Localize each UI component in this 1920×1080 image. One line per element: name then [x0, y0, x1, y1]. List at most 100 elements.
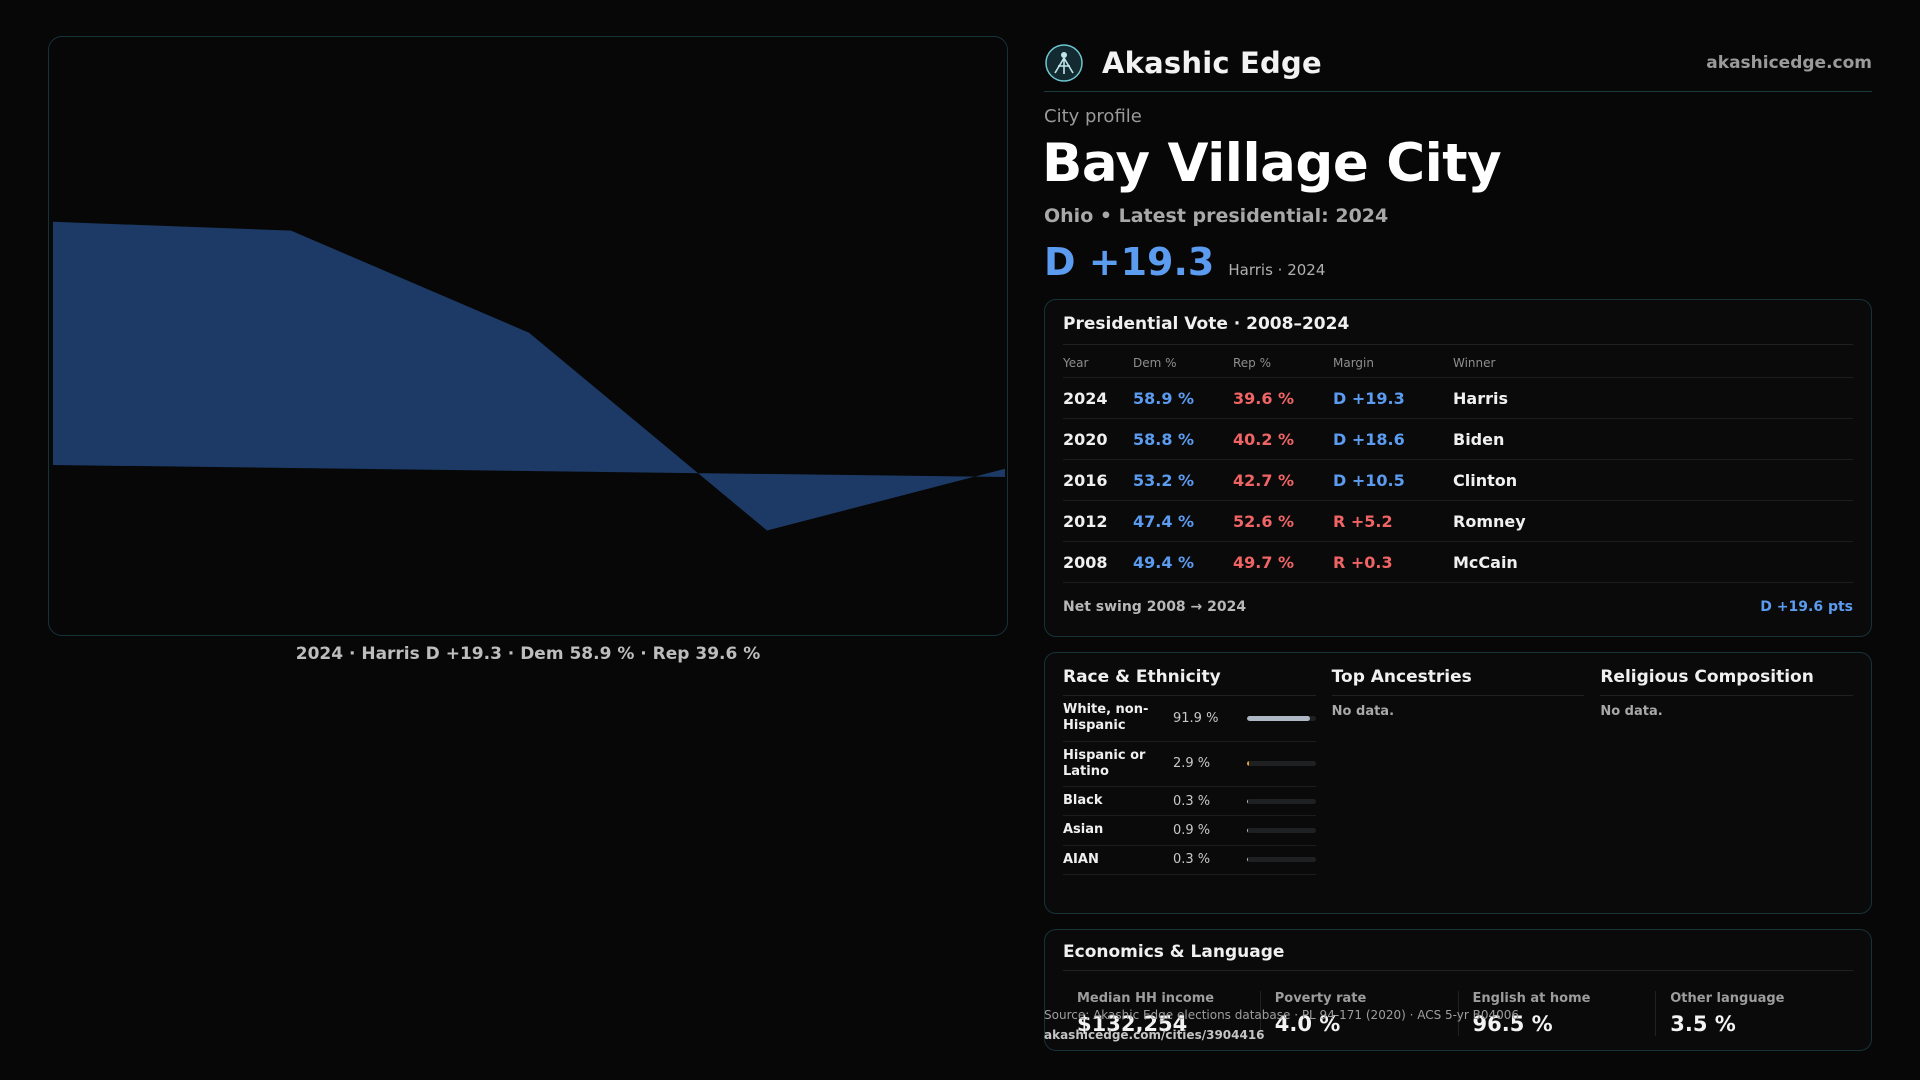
row-winner: McCain	[1453, 541, 1853, 583]
demographics-card: Race & Ethnicity White, non-Hispanic 91.…	[1044, 652, 1872, 914]
race-title: Race & Ethnicity	[1063, 667, 1316, 696]
econ-label: Other language	[1670, 991, 1785, 1006]
footer-url-link[interactable]: akashicedge.com/cities/3904416	[1044, 1027, 1265, 1042]
margin-area-chart	[48, 36, 1008, 636]
table-row: 2008 49.4 % 49.7 % R +0.3 McCain	[1063, 541, 1853, 583]
row-winner: Harris	[1453, 377, 1853, 419]
race-row: Asian 0.9 %	[1063, 816, 1316, 846]
akashic-logo-icon	[1045, 43, 1083, 82]
col-year: Year	[1063, 349, 1133, 378]
row-dem: 53.2 %	[1133, 459, 1233, 501]
ancestries-title: Top Ancestries	[1331, 667, 1585, 696]
col-winner: Winner	[1453, 349, 1853, 378]
row-rep: 52.6 %	[1233, 500, 1333, 542]
race-row: AIAN 0.3 %	[1063, 846, 1316, 875]
brand-header: Akashic Edge akashicedge.com	[1044, 34, 1872, 92]
footer: Source: Akashic Edge elections database …	[1044, 1006, 1519, 1046]
race-bar-track	[1247, 715, 1316, 721]
row-margin: D +19.3	[1333, 377, 1453, 419]
race-row: White, non-Hispanic 91.9 %	[1063, 696, 1316, 742]
econ-cell-english: English at home 96.5 %	[1457, 991, 1656, 1036]
race-label: Black	[1063, 793, 1103, 808]
race-pct: 2.9 %	[1173, 756, 1211, 772]
religion-empty: No data.	[1600, 704, 1663, 719]
race-row: Hispanic or Latino 2.9 %	[1063, 742, 1316, 787]
row-year: 2020	[1063, 418, 1133, 460]
col-dem: Dem %	[1133, 349, 1233, 378]
race-bar-fill	[1247, 761, 1249, 767]
vote-table-header: Year Dem % Rep % Margin Winner	[1063, 349, 1853, 378]
row-year: 2012	[1063, 500, 1133, 542]
econ-label: Median HH income	[1077, 991, 1215, 1006]
row-rep: 42.7 %	[1233, 459, 1333, 501]
race-label: Asian	[1063, 822, 1104, 838]
headline-margin: D +19.3 Harris · 2024	[1044, 240, 1325, 284]
race-label: AIAN	[1063, 851, 1099, 867]
row-winner: Romney	[1453, 500, 1853, 542]
net-swing-row: Net swing 2008 → 2024 D +19.6 pts	[1063, 599, 1853, 615]
row-dem: 47.4 %	[1133, 500, 1233, 542]
footer-source: Source: Akashic Edge elections database …	[1044, 1008, 1520, 1022]
race-bar-track	[1247, 761, 1316, 767]
row-year: 2008	[1063, 541, 1133, 583]
race-pct: 0.3 %	[1173, 852, 1211, 868]
table-row: 2024 58.9 % 39.6 % D +19.3 Harris	[1063, 377, 1853, 419]
row-dem: 49.4 %	[1133, 541, 1233, 583]
margin-value: D +19.3	[1044, 240, 1215, 284]
econ-value: $132,254	[1077, 1012, 1188, 1036]
econ-label: Poverty rate	[1274, 991, 1367, 1006]
row-dem: 58.8 %	[1133, 418, 1233, 460]
race-row: Black 0.3 %	[1063, 787, 1316, 817]
net-swing-label: Net swing 2008 → 2024	[1063, 599, 1247, 615]
race-pct: 0.3 %	[1173, 793, 1211, 809]
table-row: 2020 58.8 % 40.2 % D +18.6 Biden	[1063, 418, 1853, 460]
race-label: Hispanic or Latino	[1063, 747, 1146, 779]
row-rep: 40.2 %	[1233, 418, 1333, 460]
econ-label: English at home	[1472, 991, 1591, 1006]
table-row: 2012 47.4 % 52.6 % R +5.2 Romney	[1063, 500, 1853, 542]
econ-value: 4.0 %	[1274, 1012, 1341, 1036]
race-list: White, non-Hispanic 91.9 % Hispanic or L…	[1063, 696, 1316, 875]
row-margin: D +10.5	[1333, 459, 1453, 501]
religion-title: Religious Composition	[1600, 667, 1854, 696]
race-pct: 91.9 %	[1173, 710, 1219, 726]
race-bar-fill	[1247, 715, 1311, 721]
row-winner: Clinton	[1453, 459, 1853, 501]
page-title: Bay Village City	[1042, 133, 1502, 194]
race-pct: 0.9 %	[1173, 822, 1211, 838]
econ-cell-other-language: Other language 3.5 %	[1655, 991, 1853, 1036]
econ-cell-income: Median HH income $132,254	[1063, 991, 1260, 1036]
table-row: 2016 53.2 % 42.7 % D +10.5 Clinton	[1063, 459, 1853, 501]
chart-caption: 2024 · Harris D +19.3 · Dem 58.9 % · Rep…	[295, 644, 761, 664]
race-bar-fill	[1247, 827, 1248, 833]
religion-column: Religious Composition No data.	[1600, 667, 1854, 899]
brand-url-link[interactable]: akashicedge.com	[1706, 52, 1872, 73]
race-bar-track	[1247, 827, 1316, 833]
col-margin: Margin	[1333, 349, 1453, 378]
race-bar-track	[1247, 798, 1316, 804]
row-dem: 58.9 %	[1133, 377, 1233, 419]
brand-name: Akashic Edge	[1102, 45, 1322, 80]
presidential-vote-card: Presidential Vote · 2008–2024 Year Dem %…	[1044, 299, 1872, 637]
row-margin: R +5.2	[1333, 500, 1453, 542]
row-year: 2024	[1063, 377, 1133, 419]
economics-card: Economics & Language Median HH income $1…	[1044, 929, 1872, 1051]
profile-subline: Ohio • Latest presidential: 2024	[1044, 205, 1389, 227]
ancestries-empty: No data.	[1331, 704, 1395, 719]
margin-note: Harris · 2024	[1228, 261, 1326, 279]
row-year: 2016	[1063, 459, 1133, 501]
econ-value: 3.5 %	[1670, 1012, 1736, 1036]
race-label: White, non-Hispanic	[1063, 702, 1149, 734]
econ-value: 96.5 %	[1472, 1012, 1553, 1036]
econ-title: Economics & Language	[1063, 942, 1853, 971]
ancestries-column: Top Ancestries No data.	[1331, 667, 1585, 899]
row-rep: 39.6 %	[1233, 377, 1333, 419]
chart-canvas	[53, 221, 1005, 531]
col-rep: Rep %	[1233, 349, 1333, 378]
vote-card-title: Presidential Vote · 2008–2024	[1063, 314, 1853, 345]
row-margin: D +18.6	[1333, 418, 1453, 460]
profile-eyebrow: City profile	[1044, 106, 1142, 127]
race-bar-track	[1247, 857, 1316, 863]
net-swing-value: D +19.6 pts	[1760, 599, 1853, 615]
row-margin: R +0.3	[1333, 541, 1453, 583]
